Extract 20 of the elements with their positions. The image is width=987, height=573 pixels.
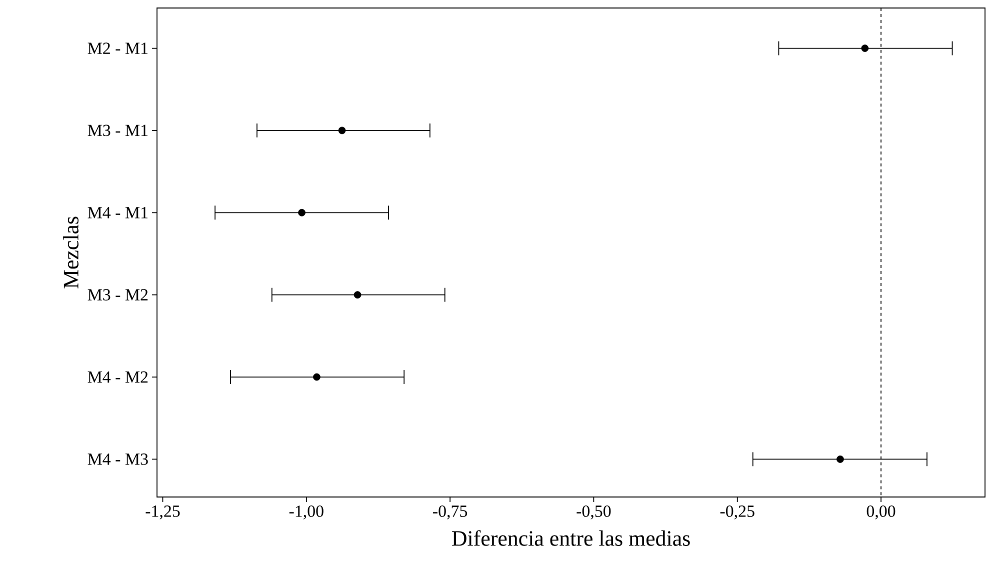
x-tick-label: 0,00	[866, 506, 896, 520]
x-axis-title: Diferencia entre las medias	[452, 530, 690, 546]
x-tick-label: -0,25	[720, 506, 754, 520]
point	[313, 373, 320, 381]
y-tick-label: M3 - M1	[88, 124, 148, 136]
x-tick-label: -1,25	[146, 506, 180, 520]
y-tick-label: M2 - M1	[88, 42, 148, 54]
point	[836, 456, 844, 463]
x-tick-label: -0,75	[433, 506, 468, 520]
x-tick-label: -1,00	[289, 506, 324, 520]
y-tick-label: M4 - M1	[88, 207, 148, 218]
point	[338, 126, 346, 134]
y-tick-label: M4 - M3	[88, 454, 148, 465]
point	[861, 44, 869, 52]
y-tick-label: M4 - M2	[88, 371, 148, 383]
point	[354, 291, 362, 299]
y-axis-title: Mezclas	[63, 216, 79, 288]
y-tick-label: M3 - M2	[88, 289, 148, 301]
x-tick-label: -0,50	[576, 506, 611, 520]
point	[298, 208, 306, 216]
